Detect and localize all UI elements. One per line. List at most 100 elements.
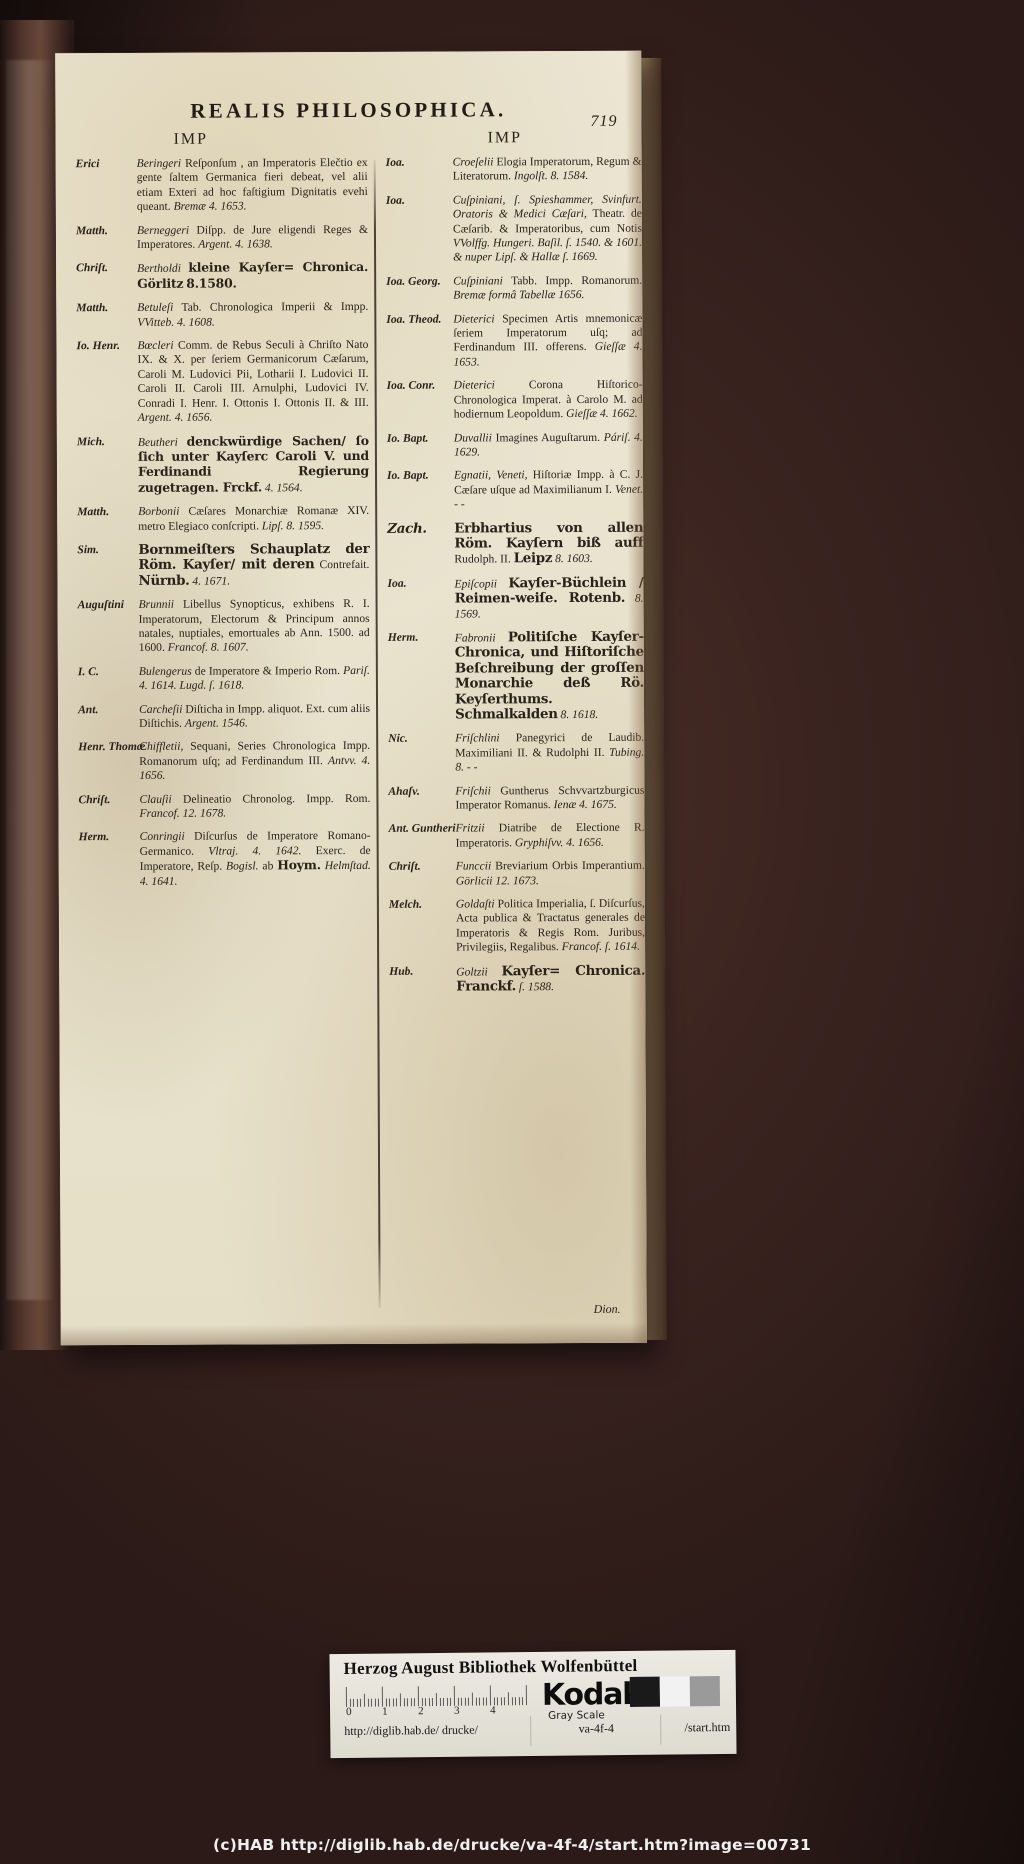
- entry-text: Conringii Diſcurſus de Imperatore Romano…: [139, 829, 371, 888]
- ruler-tick: [381, 1686, 384, 1707]
- bibliography-entry: Mich. Beutheri denckwürdige Sachen/ ſo ſi…: [77, 432, 370, 496]
- folio-number: 719: [590, 112, 618, 130]
- bibliography-entry: Zach. Erbhartius von allen Röm. Kayſern b…: [387, 519, 643, 567]
- entry-text: Goltzii Kayſer= Chronica. Franckf. ſ. 15…: [456, 962, 646, 995]
- entry-author: Chriſt.: [78, 792, 111, 806]
- gray-scale-patches: [629, 1676, 721, 1707]
- entry-author: Matth.: [75, 223, 108, 237]
- bibliography-entry: Herm. Conringii Diſcurſus de Imperatore R…: [79, 829, 371, 889]
- entry-text: Chiffletii, Sequani, Series Chronologica…: [139, 739, 371, 783]
- entry-author: Nic.: [388, 732, 408, 746]
- entry-author: Io. Henr.: [76, 339, 120, 353]
- path-suffix: /start.htm: [684, 1719, 731, 1735]
- target-divider-right: [660, 1714, 662, 1745]
- entry-text: Fabronii Politiſche Kayſer-Chronica, und…: [454, 628, 644, 723]
- right-column: Ioa. Croeſelii Elogia Imperatorum, Regum …: [386, 155, 646, 1005]
- ruler-tick: [489, 1685, 492, 1706]
- entry-text: Bœcleri Comm. de Rebus Seculi à Chriſto …: [137, 337, 369, 425]
- entry-author: Herm.: [387, 630, 419, 644]
- entry-author: Ioa. Conr.: [386, 378, 436, 393]
- kodak-logo: Kodak: [541, 1676, 642, 1713]
- entry-author: Ant.: [78, 702, 99, 716]
- entry-author: Io. Bapt.: [386, 431, 429, 445]
- book-gutter-highlight: [6, 60, 54, 1300]
- ruler-tick: [525, 1685, 528, 1706]
- gray-scale-label: Gray Scale: [548, 1709, 605, 1722]
- entry-author: Ioa.: [387, 576, 407, 590]
- entry-author: Sim.: [77, 543, 99, 557]
- entry-text: Goldaſti Politica Imperialia, ſ. Diſcurſ…: [455, 896, 646, 954]
- entry-author: Ant. Guntheri: [388, 821, 456, 836]
- page-title: REALIS PHILOSOPHICA.: [190, 97, 507, 123]
- copyright-credit: (c)HAB http://diglib.hab.de/drucke/va-4f…: [213, 1836, 811, 1854]
- bibliography-entry: Ioa. Georg. Cuſpiniani Tabb. Impp. Romano…: [386, 274, 642, 304]
- page-edge-shadow-bottom: [60, 1322, 647, 1346]
- bibliography-entry: Matth. Betuleſi Tab. Chronologica Imperii…: [76, 300, 368, 330]
- entry-author: Ioa. Theod.: [386, 312, 442, 326]
- entry-text: Bertholdi kleine Kауſer= Chronica. Görli…: [137, 259, 369, 291]
- entry-text: Borbonii Cæſares Monarchiæ Romanæ XIV. m…: [138, 504, 370, 533]
- entry-author: Io. Bapt.: [387, 468, 429, 483]
- bibliography-entry: Ant. Carcheſii Diſticha in Impp. aliquot.…: [78, 702, 370, 732]
- running-head-left: IMP: [173, 130, 209, 148]
- scanning-target-card: Herzog August Bibliothek Wolfenbüttel 0 1…: [329, 1649, 737, 1759]
- bibliography-entry: Io. Henr. Bœcleri Comm. de Rebus Seculi à…: [76, 338, 368, 426]
- entry-text: Clauſii Delineatio Chronolog. Impp. Rom.…: [139, 791, 371, 820]
- bibliography-entry: Chriſt. Funccii Breviarium Orbis Imperant…: [389, 859, 645, 889]
- entry-text: Funccii Breviarium Orbis Imperantium. Gö…: [455, 858, 645, 888]
- entry-author: Henr. Thomæ: [78, 740, 146, 754]
- entry-author: I. C.: [77, 664, 99, 678]
- entry-text: Brunnii Libellus Synopticus, exhibens R.…: [138, 597, 370, 655]
- bibliography-entry: Io. Bapt. Egnatii, Veneti, Hiſtoriæ Impp.…: [387, 468, 643, 512]
- ruler-label: 4: [490, 1704, 496, 1717]
- entry-text: Fritzii Diatribe de Electione R. Imperat…: [455, 821, 645, 850]
- entry-author: Ioa.: [385, 155, 405, 169]
- entry-text: Beutheri denckwürdige Sachen/ ſo ſich un…: [137, 432, 370, 495]
- bibliography-entry: Herm. Fabronii Politiſche Kayſer-Chronica…: [387, 628, 644, 724]
- shelfmark: va-4f-4: [578, 1721, 614, 1736]
- entry-text: Egnatii, Veneti, Hiſtoriæ Impp. à C. J. …: [454, 468, 644, 511]
- entry-text: Beringeri Reſponſum , an Imperatoris Ele…: [136, 155, 368, 214]
- entry-author: Hub.: [389, 964, 414, 978]
- bibliography-entry: Io. Bapt. Duvallii Imagines Auguſtarum. P…: [387, 430, 643, 460]
- entry-text: Carcheſii Diſticha in Impp. aliquot. Ext…: [139, 701, 371, 730]
- entry-text: Cuſpiniani Tabb. Impp. Romanorum. Bremæ …: [453, 273, 643, 302]
- left-column: Erici Beringeri Reſponſum , an Imperatori…: [76, 156, 371, 898]
- bibliography-entry: Ioa. Croeſelii Elogia Imperatorum, Regum …: [386, 155, 642, 185]
- entry-text: Bornmeiſters Schauplatz der Röm. Kayſer/…: [138, 540, 370, 589]
- bibliography-entry: Auguſtini Brunnii Libellus Synopticus, ex…: [78, 597, 370, 656]
- entry-author: Ahaſv.: [388, 784, 420, 798]
- entry-author: Matth.: [77, 505, 110, 519]
- entry-author: Ioa. Georg.: [386, 274, 441, 288]
- library-url: http://diglib.hab.de/ drucke/: [344, 1722, 478, 1738]
- bibliography-entry: Sim. Bornmeiſters Schauplatz der Röm. Kay…: [77, 540, 370, 589]
- bibliography-entry: Ant. Guntheri Fritzii Diatribe de Electio…: [389, 821, 645, 851]
- library-name: Herzog August Bibliothek Wolfenbüttel: [343, 1655, 638, 1678]
- ruler-tick: [345, 1686, 348, 1707]
- scanned-page-leaf: REALIS PHILOSOPHICA. 719 IMP IMP Erici Be…: [55, 50, 647, 1346]
- entry-text: Betuleſi Tab. Chronologica Imperii & Imp…: [137, 300, 369, 329]
- entry-text: Friſchii Guntherus Schvvartzburgicus Imp…: [455, 783, 645, 812]
- entry-text: Bulengerus de Imperatore & Imperio Rom. …: [138, 663, 370, 693]
- bibliography-entry: Melch. Goldaſti Politica Imperialia, ſ. D…: [389, 897, 645, 956]
- entry-author: Erici: [75, 157, 100, 171]
- bibliography-entry: Ioa. Epiſcopii Kayſer-Büchlein / Reimen‐w…: [387, 574, 643, 621]
- page-content: REALIS PHILOSOPHICA. 719 IMP IMP Erici Be…: [55, 51, 647, 1346]
- entry-author: Auguſtini: [77, 598, 125, 612]
- entry-text: Dieterici Specimen Artis mnemonicæ ſerie…: [453, 311, 643, 369]
- bibliography-entry: Ioa. Conr. Dieterici Corona Hiſtorico-Chr…: [387, 378, 643, 422]
- ruler-tick: [453, 1685, 456, 1706]
- bibliography-entry: Ioa. Cuſpiniani, ſ. Spieshammer, Svinfurt…: [386, 193, 642, 266]
- entry-author: Chriſt.: [388, 859, 421, 874]
- entry-text: Croeſelii Elogia Imperatorum, Regum & Li…: [452, 154, 642, 183]
- bibliography-entry: Ahaſv. Friſchii Guntherus Schvvartzburgic…: [388, 783, 644, 813]
- entry-text: Berneggeri Diſpp. de Jure eligendi Reges…: [136, 222, 368, 251]
- ruler-labels: 0 1 2 3 4: [340, 1704, 540, 1720]
- bibliography-entry: Henr. Thomæ Chiffletii, Sequani, Series C…: [78, 739, 370, 783]
- entry-author: Ioa.: [385, 193, 405, 207]
- column-divider-rule: [373, 159, 381, 1308]
- entry-text: Cuſpiniani, ſ. Spieshammer, Svinfurt. Or…: [452, 192, 643, 264]
- entry-author: Melch.: [388, 897, 423, 911]
- entry-author: Zach.: [387, 520, 427, 537]
- bibliography-entry: Chriſt. Clauſii Delineatio Chronolog. Imp…: [78, 792, 370, 822]
